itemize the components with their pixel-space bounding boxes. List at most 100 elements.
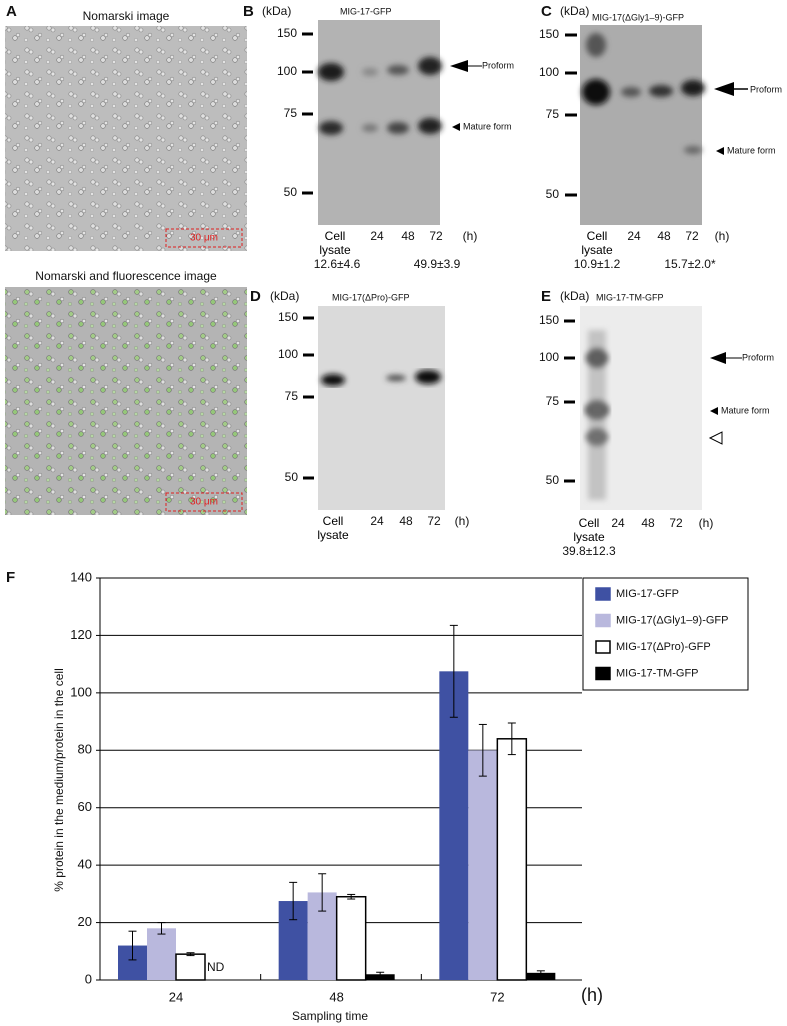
lane-label-box: Cell lysate	[317, 514, 349, 542]
marker: 100	[277, 64, 297, 78]
y-tick-label: 100	[70, 684, 92, 699]
lane-label: 72	[685, 229, 699, 243]
nd-label: ND	[207, 960, 225, 974]
bar	[468, 750, 498, 980]
band-label: Mature form	[721, 405, 770, 415]
marker: 150	[277, 26, 297, 40]
blot-title: MIG-17(ΔGly1–9)-GFP	[592, 12, 684, 22]
bar	[175, 953, 206, 981]
marker: 100	[539, 350, 559, 364]
lane-label-box: Cell lysate	[581, 229, 613, 257]
band-label: Proform	[750, 84, 782, 94]
marker: 75	[284, 106, 298, 120]
legend-swatch	[595, 666, 611, 681]
lane-label: 48	[401, 229, 415, 243]
x-tick-label: 72	[490, 989, 504, 1004]
y-tick-label: 140	[70, 569, 92, 584]
bar	[496, 738, 528, 981]
image-title: Nomarski image	[83, 9, 170, 23]
value: 15.7±2.0*	[664, 257, 716, 271]
panel-label: A	[6, 3, 17, 20]
arrow	[710, 407, 718, 415]
cells	[5, 287, 247, 515]
value: 39.8±12.3	[562, 544, 616, 558]
marker: 150	[539, 313, 559, 327]
marker: 150	[539, 27, 559, 41]
arrow	[452, 123, 460, 131]
legend-swatch	[595, 613, 611, 628]
arrow	[714, 82, 734, 96]
blot-title: MIG-17-TM-GFP	[596, 292, 664, 302]
marker: 100	[278, 347, 298, 361]
band-label: Proform	[482, 60, 514, 70]
bands	[318, 57, 442, 135]
bar-chart: F % protein in the medium/protein in the…	[6, 569, 749, 1023]
lane-label-box: Cell lysate	[319, 229, 351, 257]
scale-bar	[165, 228, 243, 248]
lane-label: 24	[370, 229, 384, 243]
scale-bar	[165, 492, 243, 512]
lane-label: 48	[399, 514, 413, 528]
panel-label: C	[541, 3, 552, 20]
panel-label: F	[6, 569, 15, 586]
legend-label: MIG-17(ΔPro)-GFP	[616, 641, 711, 653]
marker: 75	[285, 389, 299, 403]
time-unit: (h)	[455, 514, 470, 528]
panel-label: B	[243, 3, 254, 20]
y-tick-label: 0	[85, 971, 92, 986]
value: 12.6±4.6	[314, 257, 361, 271]
marker: 50	[546, 187, 560, 201]
unit: (kDa)	[560, 289, 589, 303]
blot	[580, 25, 702, 225]
y-axis-label: % protein in the medium/protein in the c…	[52, 668, 66, 891]
bands	[321, 370, 441, 386]
bar	[335, 895, 367, 981]
unit: (kDa)	[262, 4, 291, 18]
x-tick-label: 24	[169, 989, 183, 1004]
marker: 75	[546, 107, 560, 121]
blot	[318, 306, 445, 510]
x-tick-label: 48	[329, 989, 343, 1004]
band-label: Mature form	[463, 121, 512, 131]
bar	[365, 974, 395, 980]
band-label: Mature form	[727, 145, 776, 155]
scale-bar-label: 30 μm	[190, 233, 218, 244]
marker: 50	[284, 185, 298, 199]
lane-label-box: Cell lysate	[573, 516, 605, 544]
panel-label: D	[250, 288, 261, 305]
marker: 150	[278, 310, 298, 324]
bar	[147, 928, 176, 980]
lane-label: Cell lysate	[317, 514, 349, 542]
legend-swatch	[595, 640, 611, 654]
cells	[5, 26, 247, 251]
lane-label: Cell lysate	[319, 229, 351, 257]
arrow	[450, 60, 468, 72]
legend-label: MIG-17(ΔGly1–9)-GFP	[616, 614, 728, 626]
y-tick-label: 60	[78, 799, 92, 814]
lane-label: 72	[429, 229, 443, 243]
lane-label: 24	[627, 229, 641, 243]
band-label: Proform	[742, 352, 774, 362]
unit: (kDa)	[560, 4, 589, 18]
panel-label: E	[541, 288, 551, 305]
x-axis-label: Sampling time	[292, 1009, 368, 1023]
lane-label: 48	[641, 516, 655, 530]
value: 49.9±3.9	[414, 257, 461, 271]
lane-label: Cell lysate	[573, 516, 605, 544]
time-unit: (h)	[715, 229, 730, 243]
scale-bar-label: 30 μm	[190, 497, 218, 508]
lane-label: 72	[669, 516, 683, 530]
legend-label: MIG-17-GFP	[616, 588, 679, 600]
x-unit: (h)	[581, 985, 603, 1005]
y-tick-label: 80	[78, 742, 92, 757]
marker: 100	[539, 65, 559, 79]
bands	[582, 33, 705, 154]
time-unit: (h)	[463, 229, 478, 243]
lane-label: Cell lysate	[581, 229, 613, 257]
image-title: Nomarski and fluorescence image	[35, 269, 217, 283]
unit: (kDa)	[270, 289, 299, 303]
legend-label: MIG-17-TM-GFP	[616, 667, 699, 679]
blot-title: MIG-17(ΔPro)-GFP	[332, 292, 410, 302]
